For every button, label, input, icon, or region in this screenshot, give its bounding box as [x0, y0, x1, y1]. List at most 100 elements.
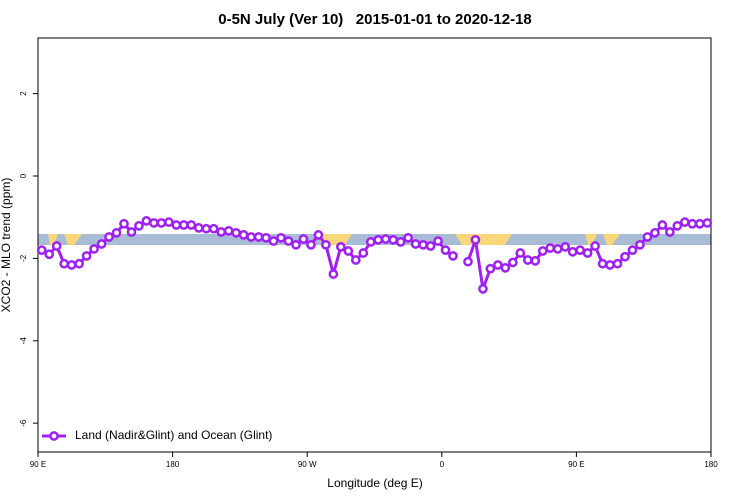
- data-point: [470, 235, 481, 245]
- data-point: [276, 232, 286, 243]
- data-point: [216, 227, 227, 237]
- data-point: [186, 220, 197, 230]
- data-point: [597, 258, 608, 269]
- data-point: [552, 244, 563, 254]
- data-point: [620, 251, 630, 262]
- plot-frame: [37, 37, 712, 453]
- y-tick-label: -2: [19, 254, 28, 262]
- data-point: [605, 260, 615, 270]
- data-point: [89, 244, 99, 254]
- data-point: [96, 239, 107, 249]
- data-point: [665, 227, 675, 237]
- data-point: [575, 245, 585, 255]
- data-point: [306, 239, 316, 250]
- data-point: [642, 232, 653, 242]
- data-point: [111, 227, 122, 238]
- data-point: [687, 218, 698, 229]
- land-shape: [603, 234, 620, 245]
- data-point: [119, 218, 129, 229]
- data-point: [51, 241, 62, 251]
- data-point: [208, 223, 219, 234]
- y-tick-label: -6: [19, 419, 28, 427]
- data-point: [537, 246, 548, 256]
- data-point: [268, 236, 279, 246]
- data-point: [156, 218, 167, 228]
- data-point: [328, 269, 339, 279]
- data-point: [582, 248, 593, 258]
- x-tick-label: 90 E: [568, 460, 584, 469]
- x-tick-label: 90 E: [30, 460, 46, 469]
- data-point: [201, 223, 212, 234]
- data-point: [171, 220, 182, 230]
- data-point: [44, 249, 55, 260]
- data-point: [650, 227, 660, 238]
- data-point: [694, 218, 705, 229]
- data-point: [350, 255, 361, 265]
- data-point: [291, 239, 301, 250]
- data-point: [448, 251, 458, 261]
- data-point: [433, 236, 443, 246]
- data-point: [545, 243, 556, 253]
- data-point: [223, 225, 234, 236]
- data-point: [261, 232, 271, 243]
- data-point: [104, 232, 114, 242]
- land-shape: [455, 234, 512, 245]
- x-axis-label: Longitude (deg E): [327, 476, 422, 490]
- data-point: [149, 218, 159, 228]
- data-point: [193, 223, 204, 233]
- data-point: [590, 241, 600, 251]
- data-point: [560, 242, 571, 252]
- data-point: [358, 248, 369, 258]
- data-point: [126, 227, 137, 237]
- data-point: [567, 246, 578, 257]
- legend-label: Land (Nadir&Glint) and Ocean (Glint): [75, 428, 272, 442]
- y-tick-label: 2: [19, 91, 28, 96]
- data-point: [178, 220, 189, 230]
- y-tick-label: 0: [19, 173, 28, 178]
- y-axis-label: XCO2 - MLO trend (ppm): [0, 178, 13, 313]
- data-point: [36, 245, 47, 255]
- data-point: [522, 255, 533, 265]
- data-point: [66, 260, 77, 270]
- data-point: [657, 220, 668, 230]
- data-point: [134, 220, 144, 231]
- data-point: [141, 216, 152, 226]
- data-point: [388, 235, 399, 245]
- data-point: [507, 257, 518, 268]
- data-point: [313, 230, 324, 240]
- data-point: [164, 217, 174, 227]
- data-point: [231, 227, 242, 238]
- land-shape: [64, 234, 82, 245]
- data-point: [410, 239, 421, 249]
- x-tick-label: 90 W: [298, 460, 317, 469]
- data-point: [500, 263, 511, 273]
- data-point: [463, 256, 473, 267]
- data-point: [425, 241, 436, 251]
- data-point: [395, 237, 406, 247]
- data-point: [298, 234, 309, 244]
- y-tick-label: -4: [19, 337, 28, 345]
- data-point: [373, 235, 384, 245]
- data-point: [343, 246, 354, 256]
- data-point: [238, 230, 249, 240]
- x-tick-label: 180: [166, 460, 180, 469]
- data-point: [336, 242, 346, 252]
- chart-title: 0-5N July (Ver 10) 2015-01-01 to 2020-12…: [218, 11, 532, 28]
- data-point: [635, 239, 645, 250]
- data-point: [365, 237, 376, 247]
- data-point: [530, 256, 541, 266]
- legend-marker: [49, 431, 59, 441]
- data-point: [478, 284, 488, 294]
- legend-entry: Land (Nadir&Glint) and Ocean (Glint): [42, 428, 272, 442]
- data-point: [380, 234, 391, 244]
- land-shape: [585, 234, 597, 245]
- data-point: [74, 258, 84, 269]
- data-point: [702, 218, 713, 228]
- data-point: [627, 245, 638, 255]
- data-point: [418, 239, 428, 250]
- data-point: [440, 245, 451, 255]
- data-point: [59, 258, 70, 269]
- data-point: [612, 258, 623, 269]
- data-point: [493, 260, 503, 270]
